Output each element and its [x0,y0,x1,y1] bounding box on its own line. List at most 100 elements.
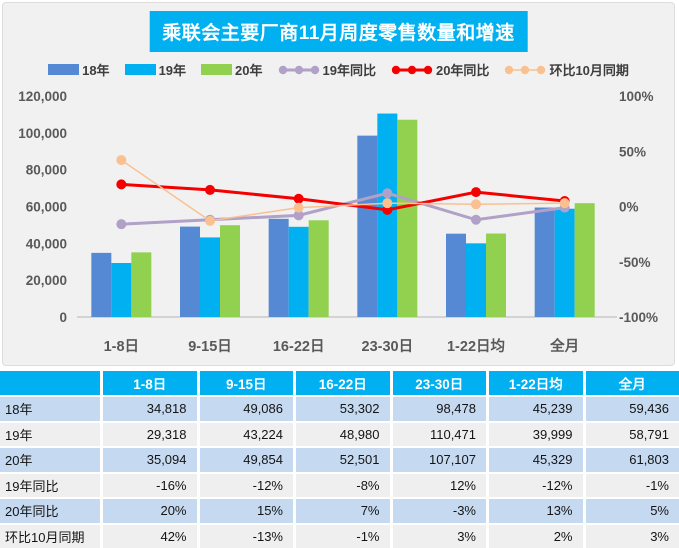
table-cell: 98,478 [392,397,486,421]
table-cell: 48,980 [296,422,390,446]
legend-item: 19年 [124,60,187,79]
table-cell: 59,436 [585,397,679,421]
point-20年同比 [471,187,481,198]
table-header-cell: 23-30日 [392,371,486,395]
point-20年同比 [116,179,127,190]
table-cell: 107,107 [392,448,486,472]
table-cell: 7% [296,499,390,523]
table-header-cell: 16-22日 [296,371,390,395]
bar-19年 [377,113,398,317]
legend-item: 环比10月同期 [504,60,629,79]
x-axis-label: 9-15日 [188,338,232,355]
point-环比10月同期 [293,202,304,213]
table-cell: 20% [103,499,197,523]
point-19年同比 [471,214,481,225]
table-cell: -1% [585,473,679,497]
x-axis-label: 全月 [549,337,579,355]
legend-label: 环比10月同期 [549,63,629,78]
point-19年同比 [293,210,304,221]
left-axis-tick: 40,000 [26,236,67,251]
table-cell: -12% [489,473,583,497]
bar-18年 [91,252,112,317]
bar-18年 [534,207,555,317]
table-cell: 12% [392,473,486,497]
legend-item: 19年同比 [278,60,376,79]
point-环比10月同期 [382,198,393,209]
table-cell: 34,818 [103,397,197,421]
left-axis-tick: 80,000 [26,163,67,178]
table-header-cell: 9-15日 [199,371,293,395]
table-cell: -16% [103,473,197,497]
data-table: 1-8日 9-15日 16-22日 23-30日 1-22日均 全月 18年 34,818 49… [0,371,679,548]
table-cell: 45,329 [489,448,583,472]
bar-18年 [446,233,466,317]
table-row-label: 环比10月同期 [0,524,100,548]
table-cell: 35,094 [103,448,197,472]
bar-20年 [220,225,240,317]
bar-19年 [288,226,309,317]
bar-20年 [131,252,152,317]
right-axis-tick: -100% [619,310,658,325]
legend-bar-swatch-icon [201,64,233,75]
table-cell: 15% [199,499,293,523]
table-header-cell [0,371,100,395]
right-axis-tick: -50% [619,255,651,270]
table-row-label: 18年 [0,397,100,421]
table-cell: 43,224 [199,422,293,446]
table-cell: 61,803 [585,448,679,472]
chart-panel: 乘联会主要厂商11月周度零售数量和增速 18年 19年 20年 19年同比 20年同比 环… [2,2,675,366]
table-row-label: 20年 [0,448,100,472]
table-cell: 13% [489,499,583,523]
legend-item: 18年 [48,60,110,79]
right-axis-tick: 0% [619,200,639,215]
legend-bar-swatch-icon [48,64,80,75]
legend-label: 18年 [82,63,110,78]
left-axis-tick: 20,000 [26,273,67,288]
legend-bar-swatch-icon [124,64,156,75]
bar-20年 [574,203,595,317]
table-cell: 52,501 [296,448,390,472]
bar-18年 [357,135,378,317]
left-axis-tick: 60,000 [26,200,67,215]
point-20年同比 [293,193,304,204]
table-cell: 58,791 [585,422,679,446]
bar-20年 [397,119,418,318]
table-cell: 39,999 [489,422,583,446]
bar-20年 [308,220,329,317]
chart-legend: 18年 19年 20年 19年同比 20年同比 环比10月同期 [3,60,674,79]
table-header-cell: 1-8日 [103,371,197,395]
bar-18年 [268,218,289,317]
point-19年同比 [116,219,127,230]
table-header-cell: 全月 [585,371,679,395]
legend-line-swatch-icon [391,65,433,74]
point-环比10月同期 [116,155,127,166]
point-20年同比 [205,184,215,195]
table-cell: 110,471 [392,422,486,446]
x-axis-label: 16-22日 [273,338,325,355]
bar-19年 [554,208,575,317]
legend-line-swatch-icon [278,65,319,74]
table-cell: -3% [392,499,486,523]
legend-label: 19年 [158,63,187,78]
line-20年同比 [121,182,565,212]
legend-line-swatch-icon [505,65,546,74]
table-cell: 42% [103,524,197,548]
chart-title: 乘联会主要厂商11月周度零售数量和增速 [149,11,528,52]
table-cell: -8% [296,473,390,497]
table-row-label: 19年 [0,422,100,446]
left-axis-tick: 100,000 [18,126,67,141]
x-axis-label: 1-8日 [104,338,139,355]
table-cell: -13% [199,524,293,548]
point-19年同比 [382,188,393,199]
left-axis-tick: 0 [59,310,67,325]
table-cell: 49,086 [199,397,293,421]
table-cell: 53,302 [296,397,390,421]
table-header-cell: 1-22日均 [489,371,583,395]
table-cell: 29,318 [103,422,197,446]
legend-item: 20年 [201,60,263,79]
table-cell: 45,239 [489,397,583,421]
right-axis-tick: 50% [619,144,646,159]
legend-label: 20年 [235,63,263,78]
x-axis-label: 23-30日 [362,338,414,355]
bar-19年 [111,263,132,317]
